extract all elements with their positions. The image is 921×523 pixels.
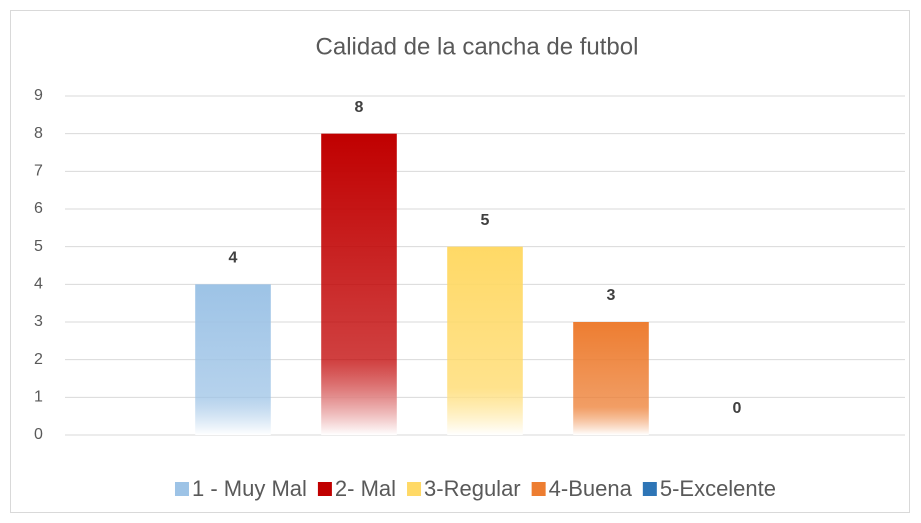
legend-label: 2- Mal — [335, 476, 396, 501]
y-tick-label: 7 — [34, 163, 43, 180]
bar — [573, 322, 649, 435]
y-tick-label: 2 — [34, 351, 43, 368]
data-label: 3 — [607, 287, 616, 304]
y-tick-label: 5 — [34, 238, 43, 255]
data-label: 4 — [229, 250, 238, 267]
y-tick-label: 9 — [34, 87, 43, 104]
data-label: 8 — [355, 99, 364, 116]
chart-title: Calidad de la cancha de futbol — [316, 33, 639, 60]
legend-swatch — [407, 482, 422, 496]
legend-swatch — [642, 482, 657, 496]
legend-swatch — [531, 482, 546, 496]
bar — [321, 133, 397, 435]
y-tick-label: 8 — [34, 125, 43, 142]
y-tick-label: 4 — [34, 276, 43, 293]
legend-label: 5-Excelente — [660, 476, 776, 501]
bar — [195, 284, 271, 435]
legend-swatch — [317, 482, 332, 496]
y-tick-label: 3 — [34, 313, 43, 330]
legend-swatch — [174, 482, 189, 496]
legend-label: 4-Buena — [549, 476, 633, 501]
data-label: 0 — [733, 400, 742, 417]
y-tick-label: 1 — [34, 389, 43, 406]
y-tick-label: 0 — [34, 426, 43, 443]
bar — [447, 246, 523, 435]
y-tick-label: 6 — [34, 200, 43, 217]
data-label: 5 — [481, 212, 490, 229]
legend-label: 1 - Muy Mal — [192, 476, 307, 501]
legend-label: 3-Regular — [424, 476, 521, 501]
